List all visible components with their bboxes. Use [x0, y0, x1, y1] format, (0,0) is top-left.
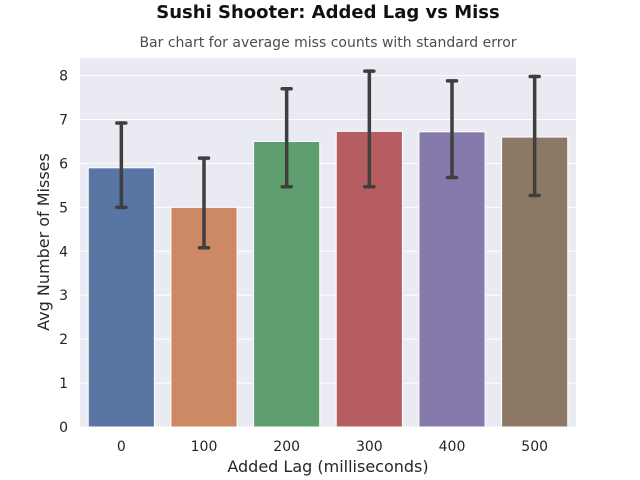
- error-bar-0: [115, 121, 128, 210]
- error-bar-400: [445, 79, 459, 180]
- x-tick-labels: 0 100 200 300 400 500: [117, 439, 548, 455]
- error-bar-200: [280, 87, 293, 189]
- error-bar-500: [528, 74, 541, 198]
- y-tick-label: 3: [59, 288, 68, 304]
- y-tick-label: 1: [59, 376, 68, 392]
- x-tick-label: 100: [191, 439, 218, 455]
- bar-0: [87, 167, 155, 428]
- x-axis-label: Added Lag (milliseconds): [227, 457, 428, 476]
- x-tick-label: 500: [521, 439, 548, 455]
- error-bars: [115, 69, 541, 250]
- y-tick-label: 4: [59, 244, 68, 260]
- y-tick-label: 6: [59, 156, 68, 172]
- chart-title: Sushi Shooter: Added Lag vs Miss: [156, 2, 499, 23]
- y-tick-label: 2: [59, 332, 68, 348]
- grid-lines: [80, 75, 576, 428]
- y-tick-label: 0: [59, 420, 68, 436]
- y-axis-label: Avg Number of Misses: [34, 153, 53, 331]
- error-bar-100: [197, 156, 211, 250]
- x-tick-label: 200: [273, 439, 300, 455]
- bar-400: [418, 131, 486, 428]
- y-tick-label: 5: [59, 200, 68, 216]
- x-tick-label: 400: [439, 439, 466, 455]
- y-tick-label: 8: [59, 69, 68, 85]
- chart-subtitle: Bar chart for average miss counts with s…: [139, 35, 516, 51]
- error-bar-300: [363, 69, 376, 189]
- x-tick-label: 300: [356, 439, 383, 455]
- y-tick-labels: 0 1 2 3 4 5 6 7 8: [59, 69, 68, 436]
- x-tick-label: 0: [117, 439, 126, 455]
- y-tick-label: 7: [59, 113, 68, 129]
